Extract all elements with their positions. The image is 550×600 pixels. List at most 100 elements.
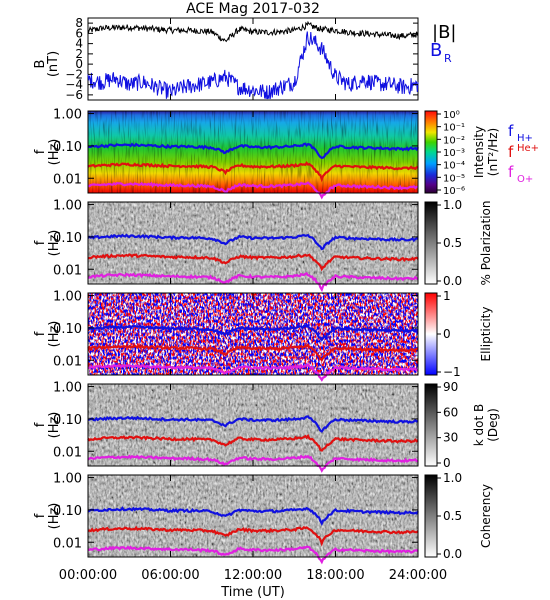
colorbar-label: Ellipticity — [479, 307, 493, 362]
colorbar-ellipticity — [424, 292, 438, 376]
colorbar-label: Coherency — [479, 484, 493, 548]
y-label-line-2: (nT) — [46, 51, 61, 77]
y-tick-label: 8 — [75, 16, 83, 30]
panel-overlay-polarization: 1.00 0.10 0.01 f (Hz) 1.0 0.5 0.0 % Polarization — [33, 198, 493, 293]
figure-title: ACE Mag 2017-032 — [186, 1, 320, 17]
y-label-line-2: (Hz) — [47, 503, 62, 530]
colorbar-coherency — [424, 474, 438, 558]
colorbar-label: % Polarization — [479, 201, 493, 286]
y-tick-label: 6 — [75, 26, 83, 40]
y-tick-label: 2 — [75, 47, 83, 61]
series-line-bmag — [87, 20, 419, 43]
x-tick-label: 18:00:00 — [306, 568, 364, 583]
legend-fHe-sup: He+ — [517, 143, 539, 154]
colorbar-tick-label: 1 — [443, 289, 451, 303]
spectrogram-intensity-texture — [88, 111, 418, 193]
y-tick-label: 0.01 — [53, 354, 82, 369]
colorbar-label-line-1: Intensity — [472, 126, 486, 178]
panel-overlay-intensity: 1.00 0.10 0.01 f (Hz) 10⁰ 10⁻¹10⁻² 10⁻³ 10⁻⁴10⁻⁵… — [33, 108, 500, 200]
fO-plus-line — [87, 454, 419, 473]
y-tick-label: 4 — [75, 37, 83, 51]
panel-ellipticity — [88, 292, 438, 376]
fO-plus-line — [87, 181, 419, 200]
colorbar-tick-label: 0.0 — [443, 547, 462, 561]
colorbar-tick-label: 10⁰ — [443, 110, 460, 121]
fH-plus-line — [87, 142, 419, 159]
colorbar-tick-label: 1.0 — [443, 471, 462, 485]
colorbar-tick-label: 60 — [443, 405, 458, 419]
x-tick-label: 06:00:00 — [141, 568, 199, 583]
y-label-line-2: (Hz) — [47, 321, 62, 348]
y-tick-label: −2 — [65, 67, 83, 81]
panel-polarization — [88, 201, 438, 285]
x-tick-label: 24:00:00 — [389, 568, 447, 583]
fHe-plus-line — [87, 253, 419, 272]
y-label-line-1: f — [33, 240, 48, 245]
y-label-line-1: f — [33, 149, 48, 154]
y-tick-label: 0.01 — [53, 445, 82, 460]
colorbar-tick-label: 30 — [443, 431, 458, 445]
colorbar-k-dot-b — [424, 383, 438, 467]
panel-k-dot-b — [88, 383, 438, 467]
y-tick-label: 0.10 — [53, 140, 82, 155]
colorbar-label-line-2: (Deg) — [486, 408, 500, 442]
colorbar-tick-label: 0.5 — [443, 509, 462, 523]
y-label-line-1: f — [33, 513, 48, 518]
legend-fHe-f: f — [508, 143, 514, 161]
fHe-plus-line — [87, 525, 419, 547]
spectrogram-polarization — [88, 202, 418, 284]
fHe-plus-line — [87, 433, 419, 452]
spectrogram-coherency — [88, 475, 418, 557]
legend-fH-f: f — [508, 122, 514, 140]
fHe-plus-line — [87, 343, 419, 362]
legend-br-subscript: R — [444, 52, 452, 65]
legend-fH-sub: H+ — [517, 133, 533, 144]
fH-plus-line — [87, 324, 419, 342]
y-label-line-2: (Hz) — [47, 230, 62, 257]
y-tick-label: 1.00 — [53, 472, 82, 487]
legend-fO-sub: O+ — [517, 174, 533, 185]
y-tick-label: 1.00 — [53, 199, 82, 214]
colorbar-tick-label: 10⁻² — [443, 135, 465, 146]
y-tick-label: 0.10 — [53, 231, 82, 246]
fHe-plus-line — [87, 161, 418, 183]
y-label-line-1: f — [33, 422, 48, 427]
colorbar-tick-label: 10⁻³ — [443, 148, 465, 159]
y-label-line-1: B — [33, 60, 48, 69]
colorbar-tick-label: 0 — [443, 327, 451, 341]
colorbar-label-line-1: k dot B — [472, 404, 486, 446]
colorbar-intensity — [424, 110, 438, 194]
y-tick-label: 1.00 — [53, 108, 82, 123]
y-tick-label: 1.00 — [53, 381, 82, 396]
x-tick-label: 12:00:00 — [224, 568, 282, 583]
legend-fO-f: f — [508, 163, 514, 181]
colorbar-tick-label: 0 — [443, 456, 451, 470]
y-tick-label: −4 — [65, 78, 83, 92]
y-tick-label: 0.10 — [53, 413, 82, 428]
colorbar-tick-label: 10⁻¹ — [443, 123, 465, 134]
y-tick-label: 0.10 — [53, 504, 82, 519]
y-tick-label: 0.01 — [53, 263, 82, 278]
spectrogram-ellipticity-blue — [88, 293, 418, 375]
y-tick-label: 0 — [75, 57, 83, 71]
x-tick-label: 00:00:00 — [59, 568, 117, 583]
y-tick-label: −6 — [65, 88, 83, 102]
y-tick-label: 0.01 — [53, 172, 82, 187]
colorbar-tick-label: 0.0 — [443, 274, 462, 288]
colorbar-tick-label: 10⁻⁵ — [443, 173, 465, 184]
y-tick-label: 1.00 — [53, 290, 82, 305]
x-axis: 00:00:00 06:00:00 12:00:00 18:00:00 24:00:00 — [59, 18, 447, 583]
colorbar-tick-label: 10⁻⁶ — [443, 186, 465, 197]
y-label-line-2: (Hz) — [47, 412, 62, 439]
series-line-br — [87, 31, 419, 100]
y-tick-label: 0.10 — [53, 322, 82, 337]
fO-plus-line — [87, 272, 419, 293]
fH-plus-line — [87, 233, 419, 251]
colorbar-tick-label: 90 — [443, 380, 458, 394]
fH-plus-line — [87, 506, 419, 527]
colorbar-polarization — [424, 201, 438, 285]
colorbar-tick-label: 1.0 — [443, 198, 462, 212]
